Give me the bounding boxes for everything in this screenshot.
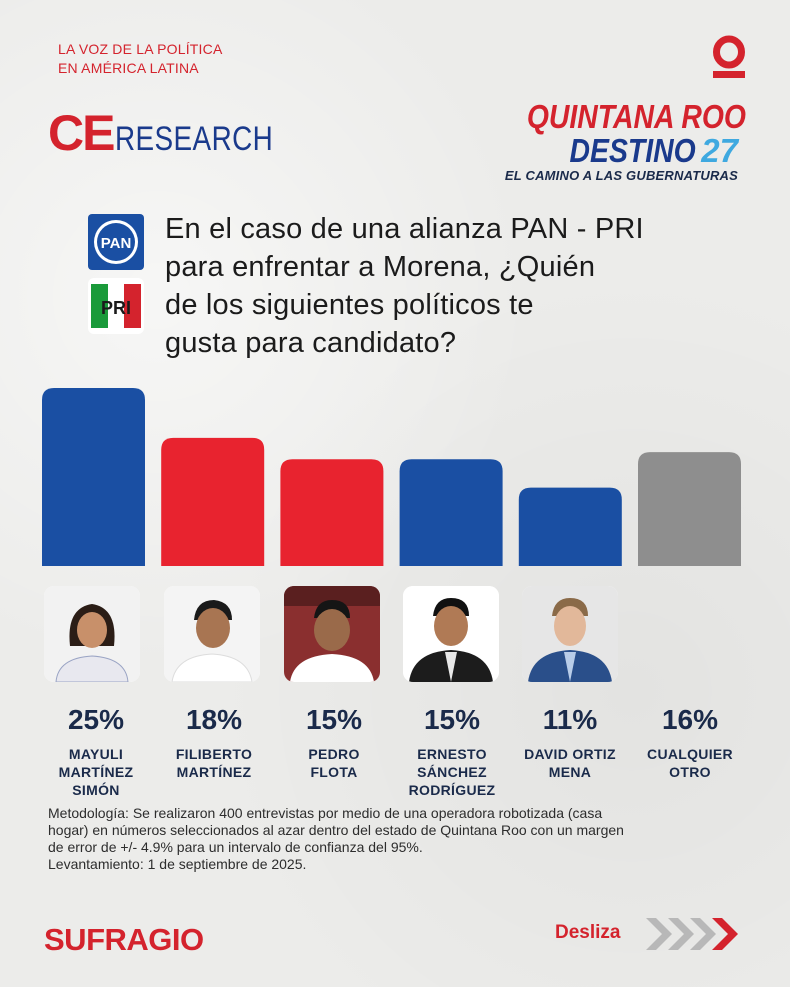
bar-value-label: 16% (661, 704, 719, 735)
candidate-name-line: OTRO (669, 764, 711, 780)
candidate-name-line: RODRÍGUEZ (408, 782, 496, 798)
pri-logo-text: PRI (101, 298, 131, 318)
bar-value-label: 25% (67, 704, 125, 735)
methodology-note: Metodología: Se realizaron 400 entrevist… (48, 805, 748, 873)
methodology-line: Levantamiento: 1 de septiembre de 2025. (48, 856, 307, 872)
bar-value-label: 11% (542, 704, 598, 735)
candidate-photo-2 (164, 586, 260, 682)
campaign-subtitle: EL CAMINO A LAS GUBERNATURAS (504, 168, 738, 183)
bar-value-label: 15% (423, 704, 481, 735)
candidate-photo-5 (522, 586, 618, 682)
candidate-name-line: ERNESTO (417, 746, 487, 762)
campaign-word: DESTINO (569, 132, 696, 169)
bar-value-label: 18% (185, 704, 243, 735)
tagline-line-2: EN AMÉRICA LATINA (58, 60, 199, 76)
ce-logo-letters: CE (48, 105, 115, 161)
methodology-line: de error de +/- 4.9% para un intervalo d… (48, 839, 423, 855)
candidate-name-line: MARTÍNEZ (176, 764, 252, 780)
candidate-name-line: FILIBERTO (175, 746, 253, 762)
pan-logo-icon: PAN (88, 214, 144, 270)
bar-chart (42, 388, 741, 566)
question-line-1: En el caso de una alianza PAN - PRI (165, 213, 644, 245)
methodology-line: Metodología: Se realizaron 400 entrevist… (48, 805, 603, 821)
tagline-line-1: LA VOZ DE LA POLÍTICA (58, 41, 223, 57)
swipe-arrows-icon[interactable] (642, 912, 742, 956)
campaign-logo: QUINTANA ROO DESTINO 27 EL CAMINO A LAS … (488, 100, 746, 184)
candidate-name-line: MAYULI (68, 746, 124, 762)
candidate-photo-4 (403, 586, 499, 682)
question-line-2: para enfrentar a Morena, ¿Quién (165, 251, 596, 283)
candidate-name-1: MAYULI MARTÍNEZ SIMÓN (31, 745, 161, 799)
candidate-name-line: SÁNCHEZ (417, 764, 487, 780)
candidate-photo-3 (284, 586, 380, 682)
swipe-label[interactable]: Desliza (555, 922, 621, 943)
candidate-photo-1 (44, 586, 140, 682)
campaign-state: QUINTANA ROO (526, 98, 746, 135)
bar-2 (161, 437, 265, 566)
candidate-name-line: CUALQUIER (647, 746, 733, 762)
bar-3 (280, 459, 384, 566)
bar-value-label: 15% (305, 704, 363, 735)
candidate-name-6: CUALQUIER OTRO (625, 745, 755, 781)
campaign-number: 27 (701, 132, 738, 169)
bar-5 (518, 487, 622, 566)
candidate-name-line: FLOTA (310, 764, 358, 780)
candidate-name-5: DAVID ORTIZ MENA (505, 745, 635, 781)
candidate-name-2: FILIBERTO MARTÍNEZ (149, 745, 279, 781)
sufragio-logo: SUFRAGIO (44, 922, 204, 957)
o-logo-icon (713, 35, 745, 78)
question-line-4: gusta para candidato? (165, 327, 457, 359)
bar-6 (638, 452, 741, 566)
ce-research-logo: CE RESEARCH (48, 105, 308, 161)
research-logo-text: RESEARCH (115, 120, 274, 158)
bar-1 (42, 388, 145, 566)
candidate-name-4: ERNESTO SÁNCHEZ RODRÍGUEZ (387, 745, 517, 799)
candidate-name-line: PEDRO (308, 746, 360, 762)
survey-question: En el caso de una alianza PAN - PRI para… (165, 210, 765, 362)
question-line-3: de los siguientes políticos te (165, 289, 534, 321)
methodology-line: hogar) en números seleccionados al azar … (48, 822, 624, 838)
tagline: LA VOZ DE LA POLÍTICA EN AMÉRICA LATINA (58, 40, 222, 78)
candidate-name-line: MENA (548, 764, 592, 780)
pri-logo-icon: PRI (88, 278, 144, 334)
candidate-name-line: DAVID ORTIZ (524, 746, 616, 762)
candidate-name-line: MARTÍNEZ (58, 764, 134, 780)
pan-logo-text: PAN (101, 235, 132, 252)
bar-4 (399, 459, 503, 566)
candidate-name-line: SIMÓN (72, 782, 120, 798)
candidate-name-3: PEDRO FLOTA (269, 745, 399, 781)
